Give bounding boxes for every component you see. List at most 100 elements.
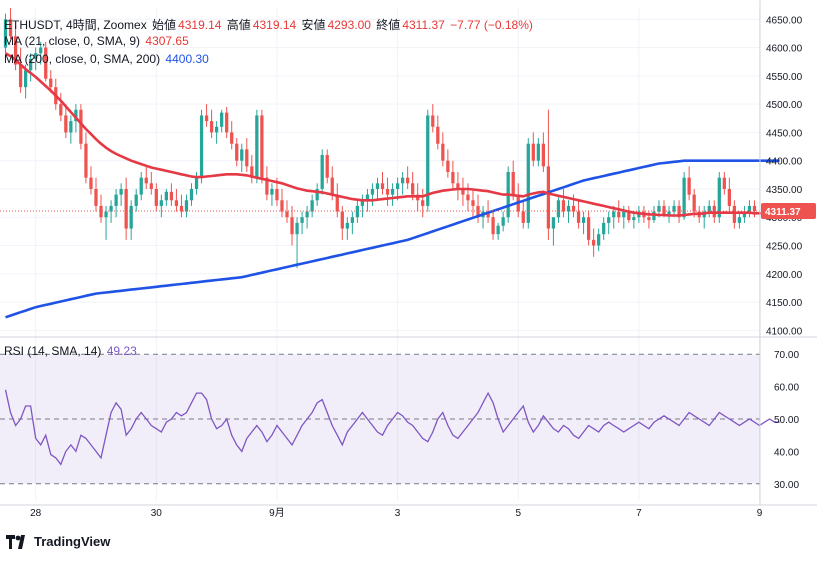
candle: [59, 92, 63, 122]
candle-body: [114, 194, 118, 206]
candle-body: [566, 205, 571, 212]
candle: [230, 121, 234, 150]
candle-body: [707, 205, 711, 212]
candle: [325, 149, 329, 184]
candle: [184, 194, 189, 218]
candle-body: [390, 188, 395, 195]
candle-body: [536, 143, 540, 161]
price-tick-label: 4150.00: [766, 298, 803, 309]
candle-body: [456, 183, 460, 189]
candle: [13, 24, 18, 71]
candle: [677, 200, 681, 223]
candle-body: [607, 217, 611, 223]
candle-body: [461, 188, 465, 195]
candle: [406, 166, 410, 189]
candle-body: [632, 217, 636, 221]
candle-body: [747, 205, 752, 212]
candle: [566, 200, 571, 223]
candle-body: [732, 205, 737, 223]
candle-body: [662, 205, 666, 215]
rsi-guides: [0, 353, 760, 485]
candle-body: [270, 188, 274, 195]
candle-body: [305, 211, 309, 218]
candle-body: [94, 188, 98, 206]
candle-body: [8, 19, 13, 37]
candle: [471, 188, 475, 218]
candle-body: [144, 177, 148, 184]
candle-body: [134, 194, 138, 206]
candle: [627, 205, 631, 223]
tradingview-logo[interactable]: TradingView: [6, 534, 110, 549]
candle: [446, 149, 450, 178]
candle: [295, 217, 299, 269]
candle: [310, 194, 314, 218]
candle-body: [431, 115, 435, 127]
candle: [742, 205, 747, 223]
candle-body: [737, 217, 742, 223]
candle-body: [18, 64, 23, 88]
ma200-legend[interactable]: MA (200, close, 0, SMA, 200) 4400.30: [4, 52, 211, 66]
candle-body: [84, 143, 88, 178]
candle-body: [622, 211, 626, 218]
candle-body: [672, 205, 676, 212]
candle: [727, 177, 731, 212]
candle: [551, 217, 556, 246]
candle: [290, 205, 294, 246]
ma21-label: MA (21, close, 0, SMA, 9): [4, 34, 141, 48]
candle: [64, 104, 68, 139]
candle: [270, 183, 274, 206]
candle-body: [426, 115, 430, 206]
candle-body: [109, 205, 113, 212]
candle: [199, 109, 204, 184]
candle-body: [119, 188, 123, 195]
candle-body: [250, 166, 254, 178]
last-price-tag-bg: [761, 203, 816, 220]
close-label: 終値: [376, 18, 401, 32]
candle: [220, 109, 224, 133]
candle: [707, 200, 711, 218]
time-tick-label: 28: [30, 508, 42, 519]
candle: [154, 183, 158, 212]
candle: [3, 13, 8, 54]
candle-body: [79, 109, 83, 144]
axis-layer: 4650.00 4600.00 4550.00 4500.00 4450.00 4400.…: [0, 0, 817, 519]
candle: [114, 188, 118, 218]
candle-body: [280, 200, 284, 212]
candle-body: [400, 177, 405, 184]
candle: [345, 217, 349, 240]
candle-body: [49, 78, 53, 88]
candle-body: [476, 205, 480, 218]
candle: [717, 172, 721, 223]
candle-body: [652, 211, 656, 221]
candle: [350, 211, 354, 235]
candle: [174, 188, 179, 212]
rsi-tick-label: 60.00: [774, 383, 799, 394]
candle: [159, 194, 163, 218]
candle-body: [44, 47, 48, 79]
candle: [335, 183, 339, 218]
rsi-legend[interactable]: RSI (14, SMA, 14) 49.23: [4, 344, 139, 358]
candle: [360, 194, 365, 218]
rsi-tick-label: 50.00: [774, 415, 799, 426]
candle-body: [194, 177, 199, 189]
price-tick-label: 4100.00: [766, 326, 803, 337]
candle: [617, 200, 621, 223]
candle-body: [290, 217, 294, 235]
time-tick-label: 9: [757, 508, 763, 519]
price-tick-label: 4600.00: [766, 44, 803, 55]
candle: [602, 217, 606, 240]
time-tick-label: 7: [636, 508, 642, 519]
candle-body: [441, 143, 445, 161]
close-value: 4311.37: [402, 18, 445, 32]
candle: [456, 172, 460, 201]
candle-body: [491, 217, 495, 235]
candle: [340, 205, 344, 240]
candle-body: [89, 177, 93, 189]
candle: [144, 166, 148, 189]
candle-body: [627, 211, 631, 221]
candle: [214, 121, 219, 144]
candle: [526, 138, 530, 229]
candle-body: [406, 177, 410, 184]
ma21-legend[interactable]: MA (21, close, 0, SMA, 9) 4307.65: [4, 34, 191, 48]
candle: [536, 138, 540, 167]
